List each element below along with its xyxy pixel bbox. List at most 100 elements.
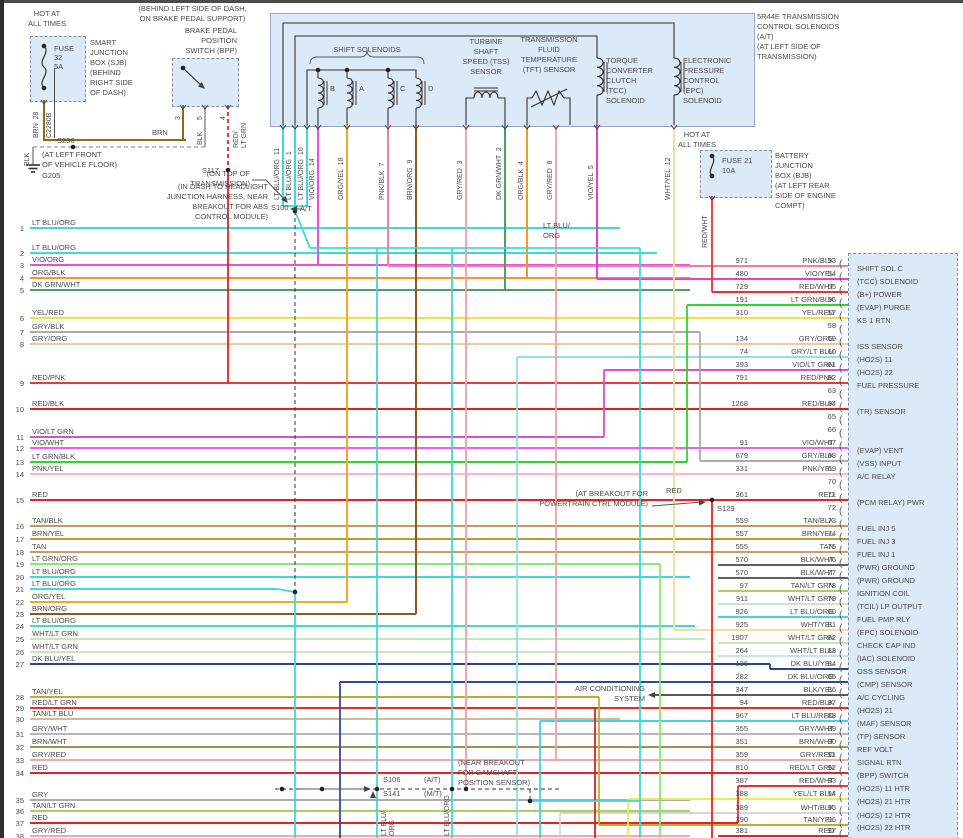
pcm-function-69: A/C RELAY xyxy=(857,472,896,481)
pcm-color-87: RED/BLK xyxy=(801,698,834,707)
row-color-label-3: VIO/ORG xyxy=(32,255,65,264)
pcm-circuit-81: 925 xyxy=(735,620,748,629)
splice-s141-label: S141 xyxy=(383,789,401,798)
connector-chevron xyxy=(708,195,716,201)
pcm-color-77: BLK/WHT xyxy=(800,568,834,577)
window-left-edge xyxy=(0,0,4,838)
tss-label: TURBINE SHAFT SPEED (TSS) SENSOR xyxy=(462,37,510,76)
pcm-function-60: (HO2S) 11 xyxy=(857,355,893,364)
pcm-connector-59: ( xyxy=(839,337,843,348)
rotated-wire-label: RED/ LT GRN xyxy=(233,122,248,148)
pcm-function-86: A/C CYCLING xyxy=(857,693,905,702)
row-color-label-24: LT BLU/ORG xyxy=(32,616,76,625)
connector-chevron xyxy=(501,124,509,130)
pcm-connector-54: ( xyxy=(839,272,843,283)
pcm-connector-91: ( xyxy=(839,753,843,764)
drop-label: VIO/ORG 14 xyxy=(309,158,316,200)
wire-segment xyxy=(526,97,532,125)
pcm-color-60: GRY/LT BLU xyxy=(791,347,834,356)
pcm-connector-92: ( xyxy=(839,766,843,777)
pcm-pin-55: 55 xyxy=(827,282,836,291)
drop-label: ORG/BLK 4 xyxy=(518,161,525,200)
pcm-connector-63: ( xyxy=(839,389,843,400)
pcm-color-84: DK BLU/YEL xyxy=(790,659,834,668)
pcm-color-93: RED/WHT xyxy=(799,776,834,785)
solenoid-coil-icon xyxy=(673,57,681,96)
arrowhead xyxy=(648,692,655,698)
wire-segment xyxy=(282,22,675,125)
pcm-circuit-82: 1907 xyxy=(731,633,748,642)
pcm-pin-96: 96 xyxy=(827,815,836,824)
row-color-label-12: VIO/WHT xyxy=(32,438,65,447)
pcm-connector-81: ( xyxy=(839,623,843,634)
pcm-circuit-86: 347 xyxy=(735,685,748,694)
pcm-pin-63: 63 xyxy=(827,386,836,395)
pcm-color-79: WHT/LT GRN xyxy=(788,594,834,603)
pcm-connector-71: ( xyxy=(839,493,843,504)
rotated-wire-label: LT BLU/ORG xyxy=(444,795,451,836)
pcm-pin-93: 93 xyxy=(827,776,836,785)
drop-label: BRN/ORG 9 xyxy=(407,159,414,200)
pcm-color-64: RED/BLK xyxy=(801,399,834,408)
connector-chevron xyxy=(552,124,560,130)
pcm-pin-90: 90 xyxy=(827,737,836,746)
pcm-pin-71: 71 xyxy=(827,490,836,499)
pcm-function-79: (TCIL) LP OUTPUT xyxy=(857,602,923,611)
pcm-circuit-57: 310 xyxy=(735,308,748,317)
s100-location-note: (ON TOP OF TRANSMISSION) xyxy=(190,169,250,188)
pcm-function-78: IGNITION COIL xyxy=(857,589,910,598)
pcm-connector-53: ( xyxy=(839,259,843,270)
splice-s117-label: S117 xyxy=(202,166,219,175)
pcm-circuit-90: 351 xyxy=(735,737,748,746)
pcm-pin-81: 81 xyxy=(827,620,836,629)
connector-chevron xyxy=(179,104,187,110)
pcm-function-56: (EVAP) PURGE xyxy=(857,303,911,312)
row-number-31: 31 xyxy=(15,730,24,739)
pcm-function-81: (EPC) SOLENOID xyxy=(857,628,919,637)
pcm-circuit-85: 282 xyxy=(735,672,748,681)
pcm-color-80: LT BLU/ORG xyxy=(790,607,834,616)
pcm-function-90: REF VOLT xyxy=(857,745,894,754)
pcm-function-95: (HO2S) 12 HTR xyxy=(857,811,911,820)
row-number-18: 18 xyxy=(15,548,24,557)
coil-b-label: B xyxy=(330,84,336,93)
pcm-circuit-96: 390 xyxy=(735,815,748,824)
pcm-color-85: DK BLU/ORG xyxy=(787,672,834,681)
row-color-label-14: PNK/YEL xyxy=(32,464,64,473)
pcm-color-57: YEL/RED xyxy=(801,308,834,317)
pcm-pin-59: 59 xyxy=(827,334,836,343)
tft-label: TRANSMISSION FLUID TEMPERATURE (TFT) SEN… xyxy=(520,35,578,74)
splice-dot xyxy=(70,144,76,150)
pcm-connector-72: ( xyxy=(839,506,843,517)
pcm-circuit-77: 570 xyxy=(735,568,748,577)
pcm-connector-94: ( xyxy=(839,792,843,803)
row-number-38: 38 xyxy=(15,832,24,838)
pcm-function-83: (IAC) SOLENOID xyxy=(857,654,916,663)
row-number-34: 34 xyxy=(15,769,24,778)
row-color-label-35: GRY xyxy=(32,790,49,799)
window-top-edge xyxy=(0,0,963,3)
pcm-pin-85: 85 xyxy=(827,672,836,681)
pcm-function-82: CHECK CAP IND xyxy=(857,641,916,650)
pcm-connector-76: ( xyxy=(839,558,843,569)
pcm-connector-88: ( xyxy=(839,714,843,725)
solenoid-coil-icon xyxy=(317,77,324,109)
pcm-function-57: KS 1 RTN xyxy=(857,316,891,325)
ltbluorg-wire-label: LT BLU/ ORG xyxy=(543,221,570,240)
solenoid-coil-icon xyxy=(415,77,422,109)
splice-dot xyxy=(385,67,391,73)
row-number-26: 26 xyxy=(15,648,24,657)
wire-segment xyxy=(564,97,571,125)
pcm-function-77: (PWR) GROUND xyxy=(857,576,915,585)
row-color-label-30: TAN/LT BLU xyxy=(32,709,74,718)
pcm-color-55: RED/WHT xyxy=(799,282,834,291)
pcm-connector-78: ( xyxy=(839,584,843,595)
pcm-circuit-53: 971 xyxy=(735,256,748,265)
pcm-function-91: SIGNAL RTN xyxy=(857,758,902,767)
pcm-circuit-76: 570 xyxy=(735,555,748,564)
rotated-wire-label: RED/WHT xyxy=(702,215,709,248)
row-color-label-17: BRN/YEL xyxy=(32,529,65,538)
pcm-connector-86: ( xyxy=(839,688,843,699)
fuse-icon xyxy=(41,45,47,89)
pcm-function-94: (HO2S) 21 HTR xyxy=(857,797,911,806)
